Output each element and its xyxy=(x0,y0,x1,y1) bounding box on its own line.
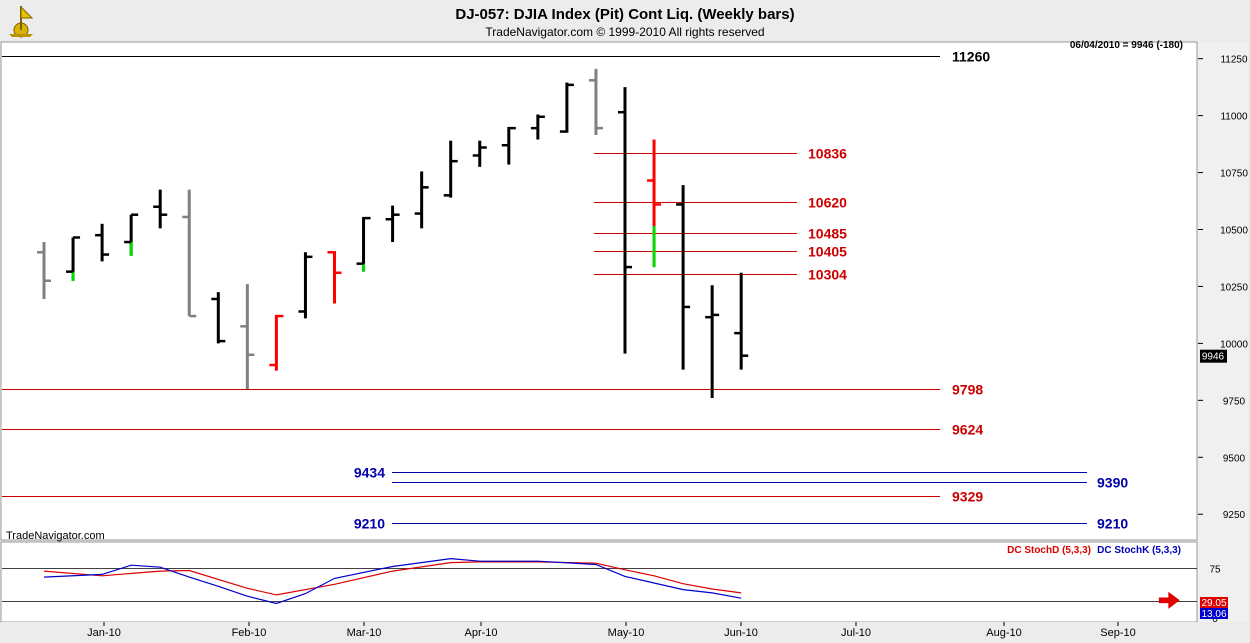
x-tick-label: Jul-10 xyxy=(841,627,871,639)
level-label-10620: 10620 xyxy=(808,195,847,211)
price-bar xyxy=(530,114,545,140)
price-bars xyxy=(37,68,749,399)
x-tick-label: May-10 xyxy=(608,627,645,639)
level-label-9798: 9798 xyxy=(952,382,983,398)
chart-title: DJ-057: DJIA Index (Pit) Cont Liq. (Week… xyxy=(455,6,794,23)
level-label-9329: 9329 xyxy=(952,489,983,505)
price-bar xyxy=(705,285,720,399)
y-tick-label: 11000 xyxy=(1220,112,1248,123)
level-lines: 11260 10836 10620 10485 10405 10304 9798 9624 94… xyxy=(2,49,1128,532)
level-label-10836: 10836 xyxy=(808,146,847,162)
price-bar xyxy=(501,126,516,165)
level-label-10485: 10485 xyxy=(808,226,847,242)
price-bar xyxy=(124,213,139,256)
time-axis xyxy=(1,622,1197,642)
x-tick-label: Mar-10 xyxy=(347,627,382,639)
price-bar xyxy=(472,140,487,167)
price-bar xyxy=(443,140,458,198)
price-bar xyxy=(66,236,81,281)
last-price-label: 9946 xyxy=(1202,352,1225,363)
price-bar xyxy=(269,314,284,371)
price-bar xyxy=(414,171,429,229)
price-bar xyxy=(588,68,603,135)
level-label-left-9210: 9210 xyxy=(354,516,385,532)
y-tick-label: 10250 xyxy=(1220,282,1248,293)
x-tick-label: Jun-10 xyxy=(724,627,758,639)
price-bar xyxy=(356,216,371,272)
stochastic-panel xyxy=(0,541,1198,623)
level-label-10304: 10304 xyxy=(808,267,847,283)
level-label-9210: 9210 xyxy=(1097,516,1128,532)
stoch-last-label: 29.05 xyxy=(1201,598,1226,609)
price-bar xyxy=(734,272,749,370)
y-tick-label: 9250 xyxy=(1223,510,1246,521)
trade-navigator-logo xyxy=(9,5,34,38)
price-bar xyxy=(559,82,574,133)
price-bar xyxy=(211,292,226,344)
level-label-11260: 11260 xyxy=(952,49,990,65)
level-label-9390: 9390 xyxy=(1097,475,1128,491)
price-axis xyxy=(1198,42,1248,622)
time-axis-ticks: Jan-10 Feb-10 Mar-10 Apr-10 May-10 Jun-10 Jul-… xyxy=(87,622,1136,639)
price-bar xyxy=(618,87,632,354)
legend-stochd: DC StochD (5,3,3) xyxy=(1007,545,1091,556)
price-axis-ticks: 11250 11000 10750 10500 10250 10000 9750 9500 92… xyxy=(1198,55,1248,521)
y-tick-label: 10500 xyxy=(1220,226,1248,237)
y-tick-label: 10000 xyxy=(1220,339,1248,350)
y-tick-label: 9500 xyxy=(1223,453,1246,464)
x-tick-label: Sep-10 xyxy=(1100,627,1135,639)
price-bar xyxy=(298,252,313,319)
watermark-text: TradeNavigator.com xyxy=(6,530,105,542)
level-label-9624: 9624 xyxy=(952,422,983,438)
y-tick-label: 9750 xyxy=(1223,396,1246,407)
price-bar xyxy=(153,189,168,229)
price-bar xyxy=(95,223,110,262)
price-bar xyxy=(182,189,197,318)
stoch-last-box xyxy=(1200,597,1228,608)
price-bar xyxy=(647,139,662,268)
copyright-text: TradeNavigator.com © 1999-2010 All right… xyxy=(485,25,764,39)
level-label-9434: 9434 xyxy=(354,465,385,481)
scroll-right-icon[interactable] xyxy=(1158,591,1180,609)
y-tick-label: 10750 xyxy=(1220,169,1248,180)
price-bar xyxy=(327,251,342,304)
x-tick-label: Feb-10 xyxy=(232,627,267,639)
stoch-y-tick-label: 0 xyxy=(1212,614,1218,625)
legend-stochk: DC StochK (5,3,3) xyxy=(1097,545,1181,556)
x-tick-label: Aug-10 xyxy=(986,627,1021,639)
last-price-box xyxy=(1200,349,1227,363)
price-bar xyxy=(37,242,51,299)
y-tick-label: 11250 xyxy=(1220,55,1248,66)
price-panel xyxy=(0,41,1198,541)
stoch-y-tick-label: 75 xyxy=(1209,565,1221,576)
price-bar xyxy=(385,205,400,243)
level-label-10405: 10405 xyxy=(808,244,847,260)
stoch-last-label: 13.06 xyxy=(1201,609,1226,620)
stoch-last-box xyxy=(1200,608,1228,619)
x-tick-label: Apr-10 xyxy=(464,627,497,639)
price-bar xyxy=(676,185,691,370)
x-tick-label: Jan-10 xyxy=(87,627,121,639)
stochk-line xyxy=(43,557,742,605)
price-bar xyxy=(240,284,255,389)
stochd-line xyxy=(43,561,742,596)
last-value-note: 06/04/2010 = 9946 (-180) xyxy=(1070,40,1183,51)
